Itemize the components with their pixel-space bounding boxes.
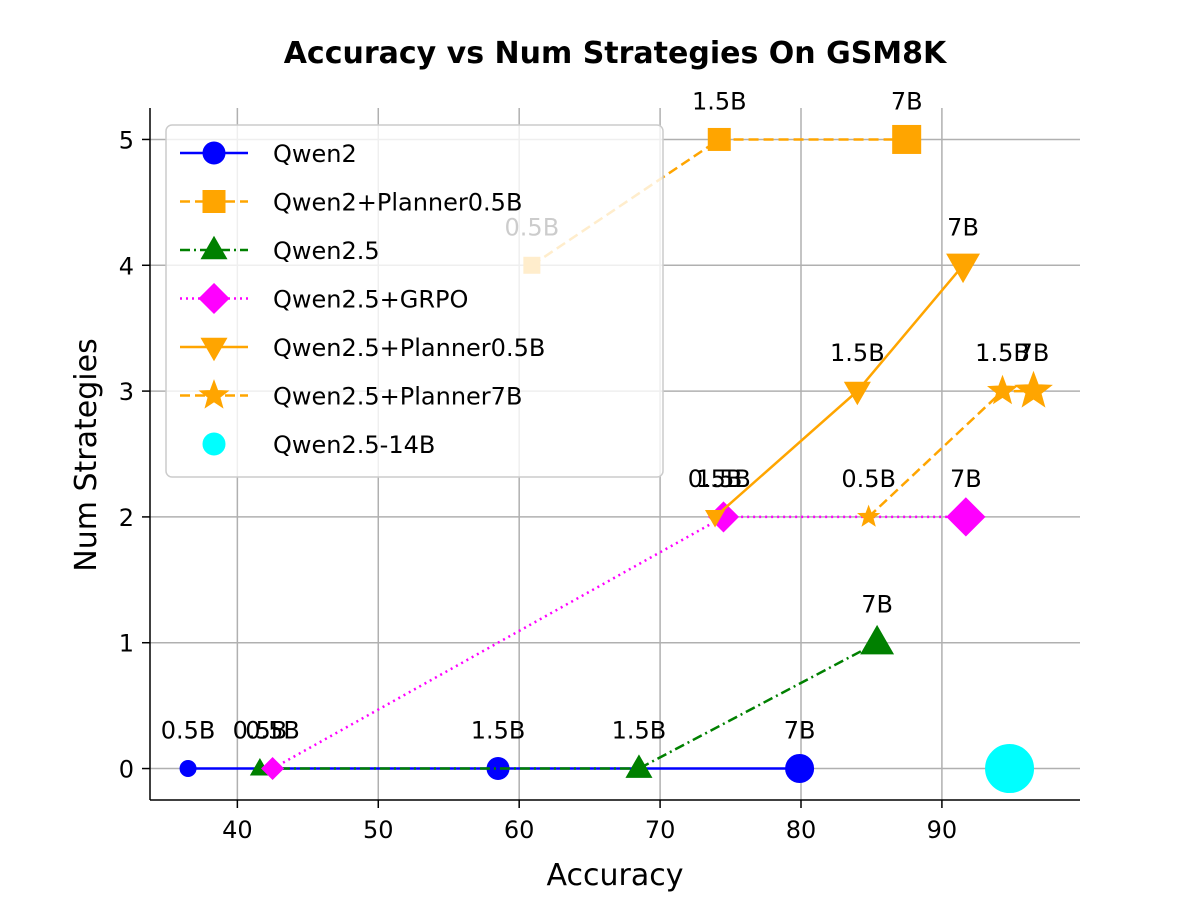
- legend-entry: Qwen2: [180, 140, 357, 168]
- x-tick-label: 40: [222, 816, 253, 844]
- data-label: 7B: [1018, 339, 1050, 367]
- series-qwen2-5-14b: [985, 744, 1035, 794]
- legend-entry: Qwen2.5+Planner7B: [180, 379, 522, 411]
- y-tick-label: 5: [119, 126, 134, 154]
- data-label: 0.5B: [688, 465, 743, 493]
- data-point: [860, 624, 895, 655]
- legend-entry: Qwen2.5-14B: [202, 431, 435, 459]
- data-label: 7B: [947, 213, 979, 241]
- data-point: [843, 381, 871, 406]
- legend-entry: Qwen2.5+GRPO: [180, 282, 468, 315]
- data-point: [625, 754, 653, 778]
- x-tick-label: 90: [927, 816, 958, 844]
- data-label: 0.5B: [161, 717, 216, 745]
- data-label: 0.5B: [245, 717, 300, 745]
- legend-marker: [202, 432, 226, 456]
- data-point: [785, 754, 815, 784]
- legend-label: Qwen2.5+Planner0.5B: [273, 334, 545, 362]
- data-label: 1.5B: [692, 87, 747, 115]
- legend-entry: Qwen2+Planner0.5B: [180, 189, 522, 217]
- data-label: 7B: [950, 465, 982, 493]
- series-qwen2: [179, 754, 815, 784]
- y-axis-label: Num Strategies: [69, 338, 104, 571]
- data-label: 7B: [861, 591, 893, 619]
- y-tick-label: 4: [119, 252, 134, 280]
- data-point: [707, 127, 731, 151]
- legend-label: Qwen2.5: [273, 237, 380, 265]
- legend-label: Qwen2.5-14B: [273, 431, 435, 459]
- y-tick-label: 2: [119, 504, 134, 532]
- legend-entry: Qwen2.5: [180, 235, 380, 265]
- data-point: [1014, 370, 1053, 408]
- x-axis: 40 50 60 70 80 90: [222, 800, 957, 844]
- y-axis: 0 1 2 3 4 5: [119, 126, 150, 784]
- series-line: [259, 641, 878, 770]
- legend-box: [165, 124, 664, 478]
- y-tick-label: 0: [119, 756, 134, 784]
- data-point: [857, 504, 881, 527]
- data-label: 1.5B: [471, 717, 526, 745]
- legend-marker: [200, 235, 228, 260]
- series-qwen2-5-planner0-5b: [704, 253, 981, 528]
- data-point: [946, 253, 981, 284]
- legend: Qwen2 Qwen2+Planner0.5B Qwen2.5 Qwen2.5+GRP…: [165, 124, 664, 478]
- legend-entry: Qwen2.5+Planner0.5B: [180, 334, 545, 362]
- x-tick-label: 50: [363, 816, 394, 844]
- legend-marker: [202, 190, 226, 213]
- data-label: 0.5B: [233, 717, 288, 745]
- x-tick-label: 60: [504, 816, 535, 844]
- data-label: 7B: [784, 717, 816, 745]
- data-point: [892, 124, 922, 154]
- data-point: [261, 757, 285, 781]
- data-label: 0.5B: [841, 465, 896, 493]
- data-label: 1.5B: [830, 339, 885, 367]
- y-tick-label: 3: [119, 378, 134, 406]
- data-point: [985, 744, 1035, 794]
- series-qwen2-5-grpo: [261, 497, 986, 781]
- legend-label: Qwen2: [273, 140, 357, 168]
- data-point: [704, 510, 726, 528]
- legend-label: Qwen2+Planner0.5B: [273, 189, 522, 217]
- data-point: [179, 760, 197, 778]
- legend-label: Qwen2.5+Planner7B: [273, 383, 522, 411]
- x-axis-label: Accuracy: [547, 858, 684, 893]
- y-tick-label: 1: [119, 630, 134, 658]
- data-label: 1.5B: [612, 717, 667, 745]
- data-label: 7B: [891, 87, 923, 115]
- data-point: [946, 497, 986, 537]
- data-point: [987, 374, 1018, 405]
- legend-marker: [198, 379, 230, 409]
- data-label: 1.5B: [975, 339, 1030, 367]
- data-label: 1.5B: [696, 465, 751, 493]
- legend-marker: [200, 337, 228, 362]
- series-line: [867, 389, 1034, 518]
- legend-marker: [198, 282, 230, 315]
- axes-spines: [149, 108, 1080, 801]
- series-qwen2-5-planner7b: [857, 370, 1053, 527]
- legend-label: Qwen2.5+GRPO: [273, 286, 468, 314]
- chart-title: Accuracy vs Num Strategies On GSM8K: [284, 36, 948, 71]
- x-tick-label: 80: [786, 816, 817, 844]
- legend-marker: [202, 141, 226, 165]
- x-tick-label: 70: [645, 816, 676, 844]
